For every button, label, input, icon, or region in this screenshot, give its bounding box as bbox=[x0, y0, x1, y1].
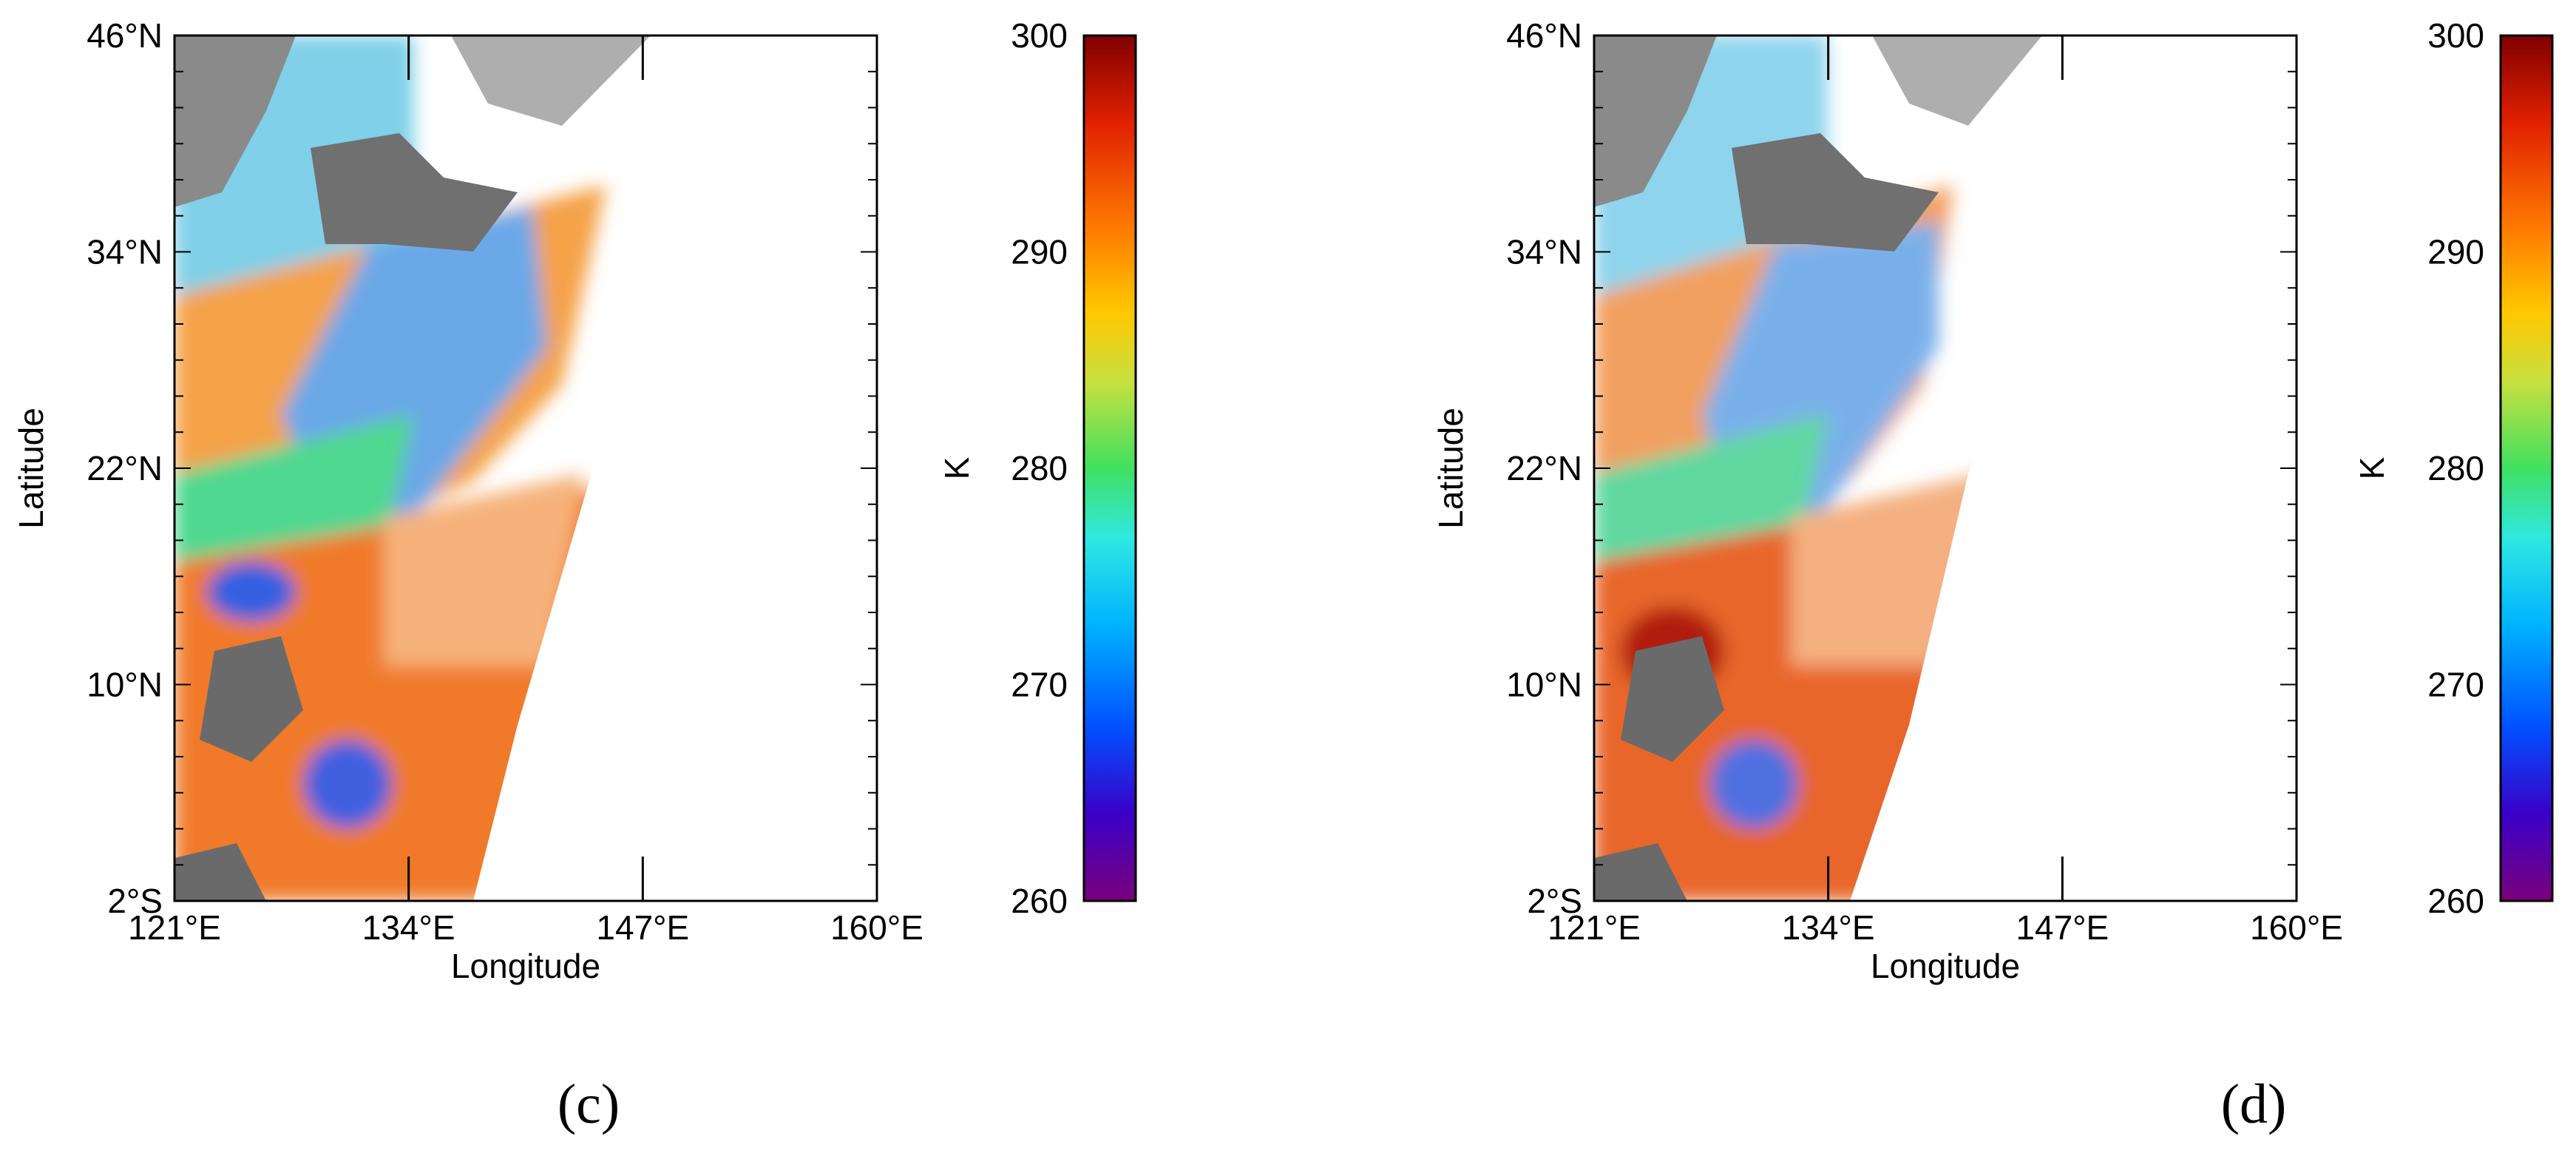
panel-label-d: (d) bbox=[2220, 1073, 2287, 1135]
colorbar-tick-label: 290 bbox=[1011, 233, 1068, 271]
colorbar-tick-label: 280 bbox=[2427, 449, 2484, 487]
y-tick-label: 34°N bbox=[87, 233, 163, 271]
panel-label-c: (c) bbox=[557, 1073, 620, 1135]
y-tick-label: 2°S bbox=[107, 882, 163, 920]
y-tick-label: 46°N bbox=[87, 16, 163, 55]
colorbar-tick-label: 300 bbox=[2427, 16, 2484, 55]
colorbar-c bbox=[1082, 34, 1137, 902]
ylabel-d: Latitude bbox=[1431, 408, 1470, 529]
panel-d: 121°E 134°E 147°E 160°E 46°N 34°N 22°N 10°N 2°S … bbox=[1288, 0, 2576, 1162]
colorbar-unit-c: K bbox=[938, 456, 976, 479]
sst-field-d bbox=[1594, 36, 2297, 901]
y-tick-label: 2°S bbox=[1527, 882, 1582, 920]
colorbar-tick-label: 300 bbox=[1011, 16, 1068, 55]
panel-c: 121°E 134°E 147°E 160°E 46°N 34°N 22°N 10°N 2°S … bbox=[12, 16, 1137, 1135]
colorbar-tick-label: 260 bbox=[2427, 882, 2484, 920]
y-tick-label: 10°N bbox=[87, 666, 163, 704]
xlabel-d: Longitude bbox=[1871, 947, 2020, 985]
y-tick-label: 22°N bbox=[1506, 449, 1582, 487]
sst-field-c bbox=[174, 36, 877, 901]
map-axes-c: 121°E 134°E 147°E 160°E 46°N 34°N 22°N 10°N 2°S bbox=[87, 16, 923, 947]
colorbar-tick-label: 270 bbox=[1011, 666, 1068, 704]
x-tick-label: 134°E bbox=[1782, 908, 1875, 947]
y-tick-label: 10°N bbox=[1506, 666, 1582, 704]
y-tick-label: 22°N bbox=[87, 449, 163, 487]
colorbar-tick-label: 290 bbox=[2427, 233, 2484, 271]
y-tick-label: 46°N bbox=[1506, 16, 1582, 55]
colorbar-d bbox=[2499, 34, 2554, 902]
colorbar-ticks-d: 300 290 280 270 260 bbox=[2427, 16, 2484, 920]
colorbar-unit-d: K bbox=[2353, 456, 2391, 479]
x-tick-label: 121°E bbox=[128, 908, 221, 947]
colorbar-tick-label: 260 bbox=[1011, 882, 1068, 920]
x-tick-label: 160°E bbox=[2250, 908, 2343, 947]
colorbar-tick-label: 270 bbox=[2427, 666, 2484, 704]
x-tick-label: 121°E bbox=[1548, 908, 1641, 947]
colorbar-ticks-c: 300 290 280 270 260 bbox=[1011, 16, 1068, 920]
panel-d-figure: 121°E 134°E 147°E 160°E46°N34°N22°N10°N2°S … bbox=[1431, 16, 2554, 985]
xlabel-c: Longitude bbox=[451, 947, 600, 985]
panel-c-figure: 121°E 134°E 147°E 160°E46°N34°N22°N10°N2°S … bbox=[12, 16, 1137, 985]
x-tick-label: 147°E bbox=[2016, 908, 2109, 947]
ylabel-c: Latitude bbox=[12, 408, 50, 529]
x-tick-label: 147°E bbox=[596, 908, 689, 947]
x-tick-label: 160°E bbox=[830, 908, 923, 947]
x-tick-label: 134°E bbox=[362, 908, 455, 947]
map-axes-d: 121°E 134°E 147°E 160°E 46°N 34°N 22°N 10°N 2°S bbox=[1506, 16, 2343, 947]
y-tick-label: 34°N bbox=[1506, 233, 1582, 271]
colorbar-tick-label: 280 bbox=[1011, 449, 1068, 487]
